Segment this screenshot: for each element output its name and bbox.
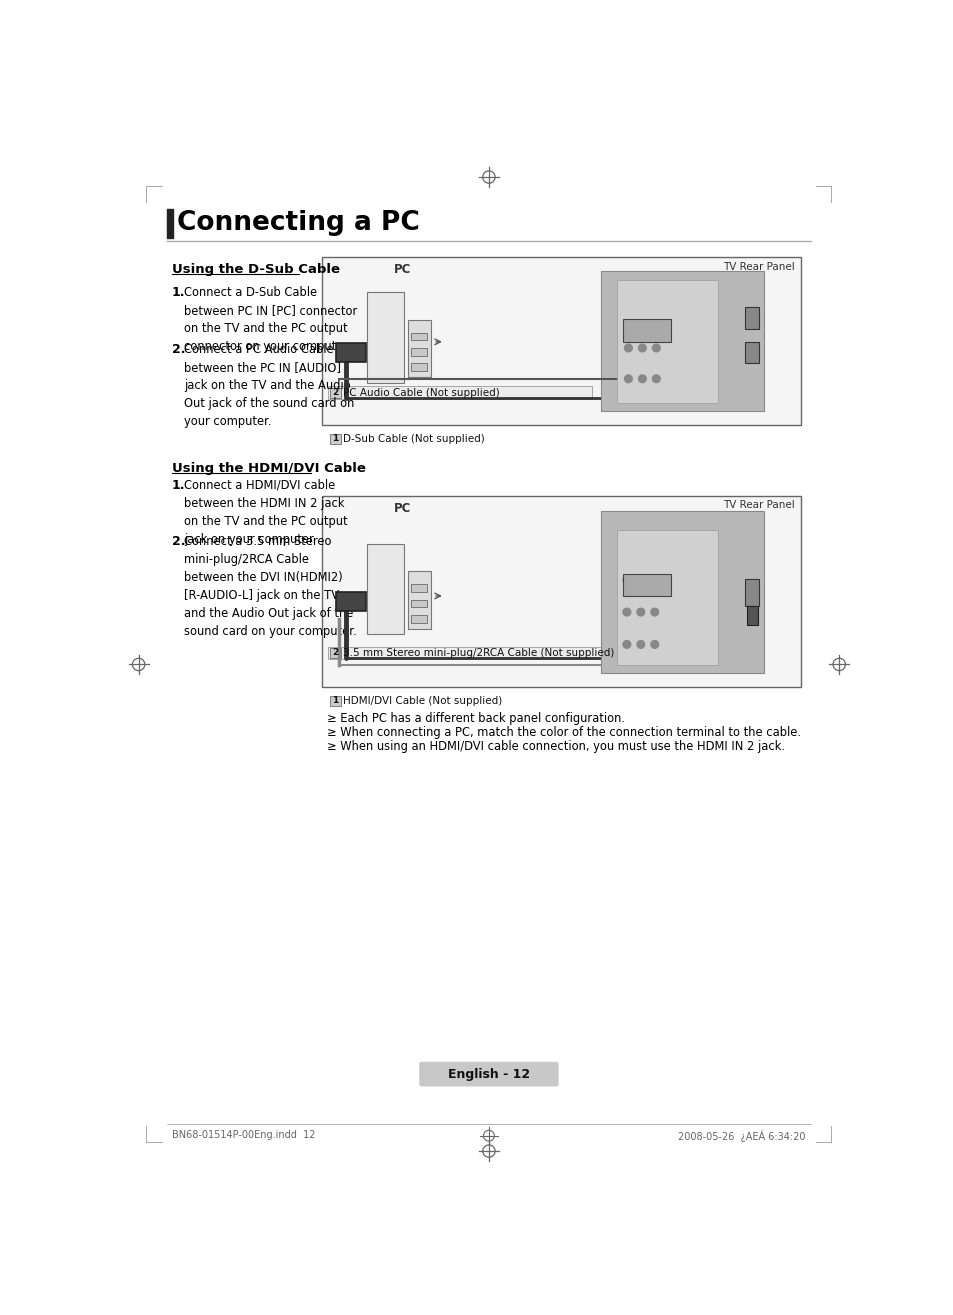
Bar [744, 308, 758, 329]
FancyBboxPatch shape [418, 1061, 558, 1086]
Circle shape [622, 640, 630, 648]
Text: 1: 1 [332, 696, 338, 705]
Circle shape [637, 609, 644, 615]
Bar [328, 387, 592, 398]
Bar [744, 579, 758, 606]
FancyBboxPatch shape [330, 434, 340, 444]
Text: 1.: 1. [172, 287, 185, 300]
Bar [617, 280, 717, 404]
Text: TV Rear Panel: TV Rear Panel [722, 501, 794, 510]
FancyBboxPatch shape [330, 648, 340, 658]
Circle shape [650, 576, 658, 584]
Circle shape [637, 576, 644, 584]
Bar [744, 342, 758, 363]
Text: 2: 2 [332, 388, 338, 397]
Text: 2: 2 [332, 648, 338, 658]
Text: PC: PC [393, 502, 411, 515]
Circle shape [622, 609, 630, 615]
Text: Using the D-Sub Cable: Using the D-Sub Cable [172, 263, 339, 276]
Bar [600, 512, 763, 673]
Text: Connect a D-Sub Cable
between PC IN [PC] connector
on the TV and the PC output
c: Connect a D-Sub Cable between PC IN [PC]… [184, 287, 357, 354]
Text: 2.: 2. [172, 535, 185, 548]
Bar [335, 343, 365, 362]
Text: English - 12: English - 12 [447, 1068, 530, 1081]
Text: TV Rear Panel: TV Rear Panel [722, 262, 794, 272]
Circle shape [624, 345, 632, 352]
Bar [335, 592, 365, 611]
Bar [411, 615, 427, 623]
FancyBboxPatch shape [330, 696, 340, 706]
Text: Using the HDMI/DVI Cable: Using the HDMI/DVI Cable [172, 462, 365, 475]
Circle shape [624, 375, 632, 383]
Bar [367, 292, 404, 383]
Circle shape [652, 375, 659, 383]
Text: Connect a HDMI/DVI cable
between the HDMI IN 2 jack
on the TV and the PC output
: Connect a HDMI/DVI cable between the HDM… [184, 479, 348, 546]
Circle shape [650, 640, 658, 648]
Bar [407, 320, 431, 377]
FancyBboxPatch shape [330, 388, 340, 397]
Bar [367, 543, 404, 634]
Text: BN68-01514P-00Eng.indd  12: BN68-01514P-00Eng.indd 12 [172, 1131, 315, 1140]
Bar [322, 258, 801, 425]
Bar [322, 496, 801, 686]
Circle shape [622, 576, 630, 584]
Bar [600, 271, 763, 412]
Text: D-Sub Cable (Not supplied): D-Sub Cable (Not supplied) [343, 434, 484, 444]
Bar [411, 600, 427, 608]
Circle shape [638, 375, 645, 383]
Bar [407, 571, 431, 629]
Circle shape [652, 345, 659, 352]
Bar [411, 584, 427, 592]
Text: Connecting a PC: Connecting a PC [177, 210, 419, 237]
Bar [411, 333, 427, 341]
Text: ≥ When connecting a PC, match the color of the connection terminal to the cable.: ≥ When connecting a PC, match the color … [327, 726, 801, 739]
Text: ≥ Each PC has a different back panel configuration.: ≥ Each PC has a different back panel con… [327, 713, 624, 725]
Circle shape [650, 609, 658, 615]
Text: 3.5 mm Stereo mini-plug/2RCA Cable (Not supplied): 3.5 mm Stereo mini-plug/2RCA Cable (Not … [343, 648, 614, 658]
Text: 2.: 2. [172, 343, 185, 355]
Bar [617, 530, 717, 665]
Circle shape [637, 640, 644, 648]
Bar [328, 647, 661, 659]
Bar [411, 348, 427, 355]
Text: Connect a PC Audio Cable
between the PC IN [AUDIO]
jack on the TV and the Audio
: Connect a PC Audio Cable between the PC … [184, 343, 355, 427]
Text: 1: 1 [332, 434, 338, 443]
Bar [622, 575, 670, 596]
Text: HDMI/DVI Cable (Not supplied): HDMI/DVI Cable (Not supplied) [343, 696, 502, 706]
Bar [622, 318, 670, 342]
Text: Connect a 3.5 mm Stereo
mini-plug/2RCA Cable
between the DVI IN(HDMI2)
[R-AUDIO-: Connect a 3.5 mm Stereo mini-plug/2RCA C… [184, 535, 356, 638]
Text: PC Audio Cable (Not supplied): PC Audio Cable (Not supplied) [343, 388, 499, 397]
Text: 1.: 1. [172, 479, 185, 492]
Circle shape [638, 345, 645, 352]
Text: 2008-05-26  ¿AEÁ 6:34:20: 2008-05-26 ¿AEÁ 6:34:20 [678, 1131, 805, 1143]
Bar [167, 209, 172, 238]
Text: PC: PC [393, 263, 411, 276]
Bar [411, 363, 427, 371]
Bar [746, 606, 757, 625]
Text: ≥ When using an HDMI/DVI cable connection, you must use the HDMI IN 2 jack.: ≥ When using an HDMI/DVI cable connectio… [327, 740, 784, 753]
